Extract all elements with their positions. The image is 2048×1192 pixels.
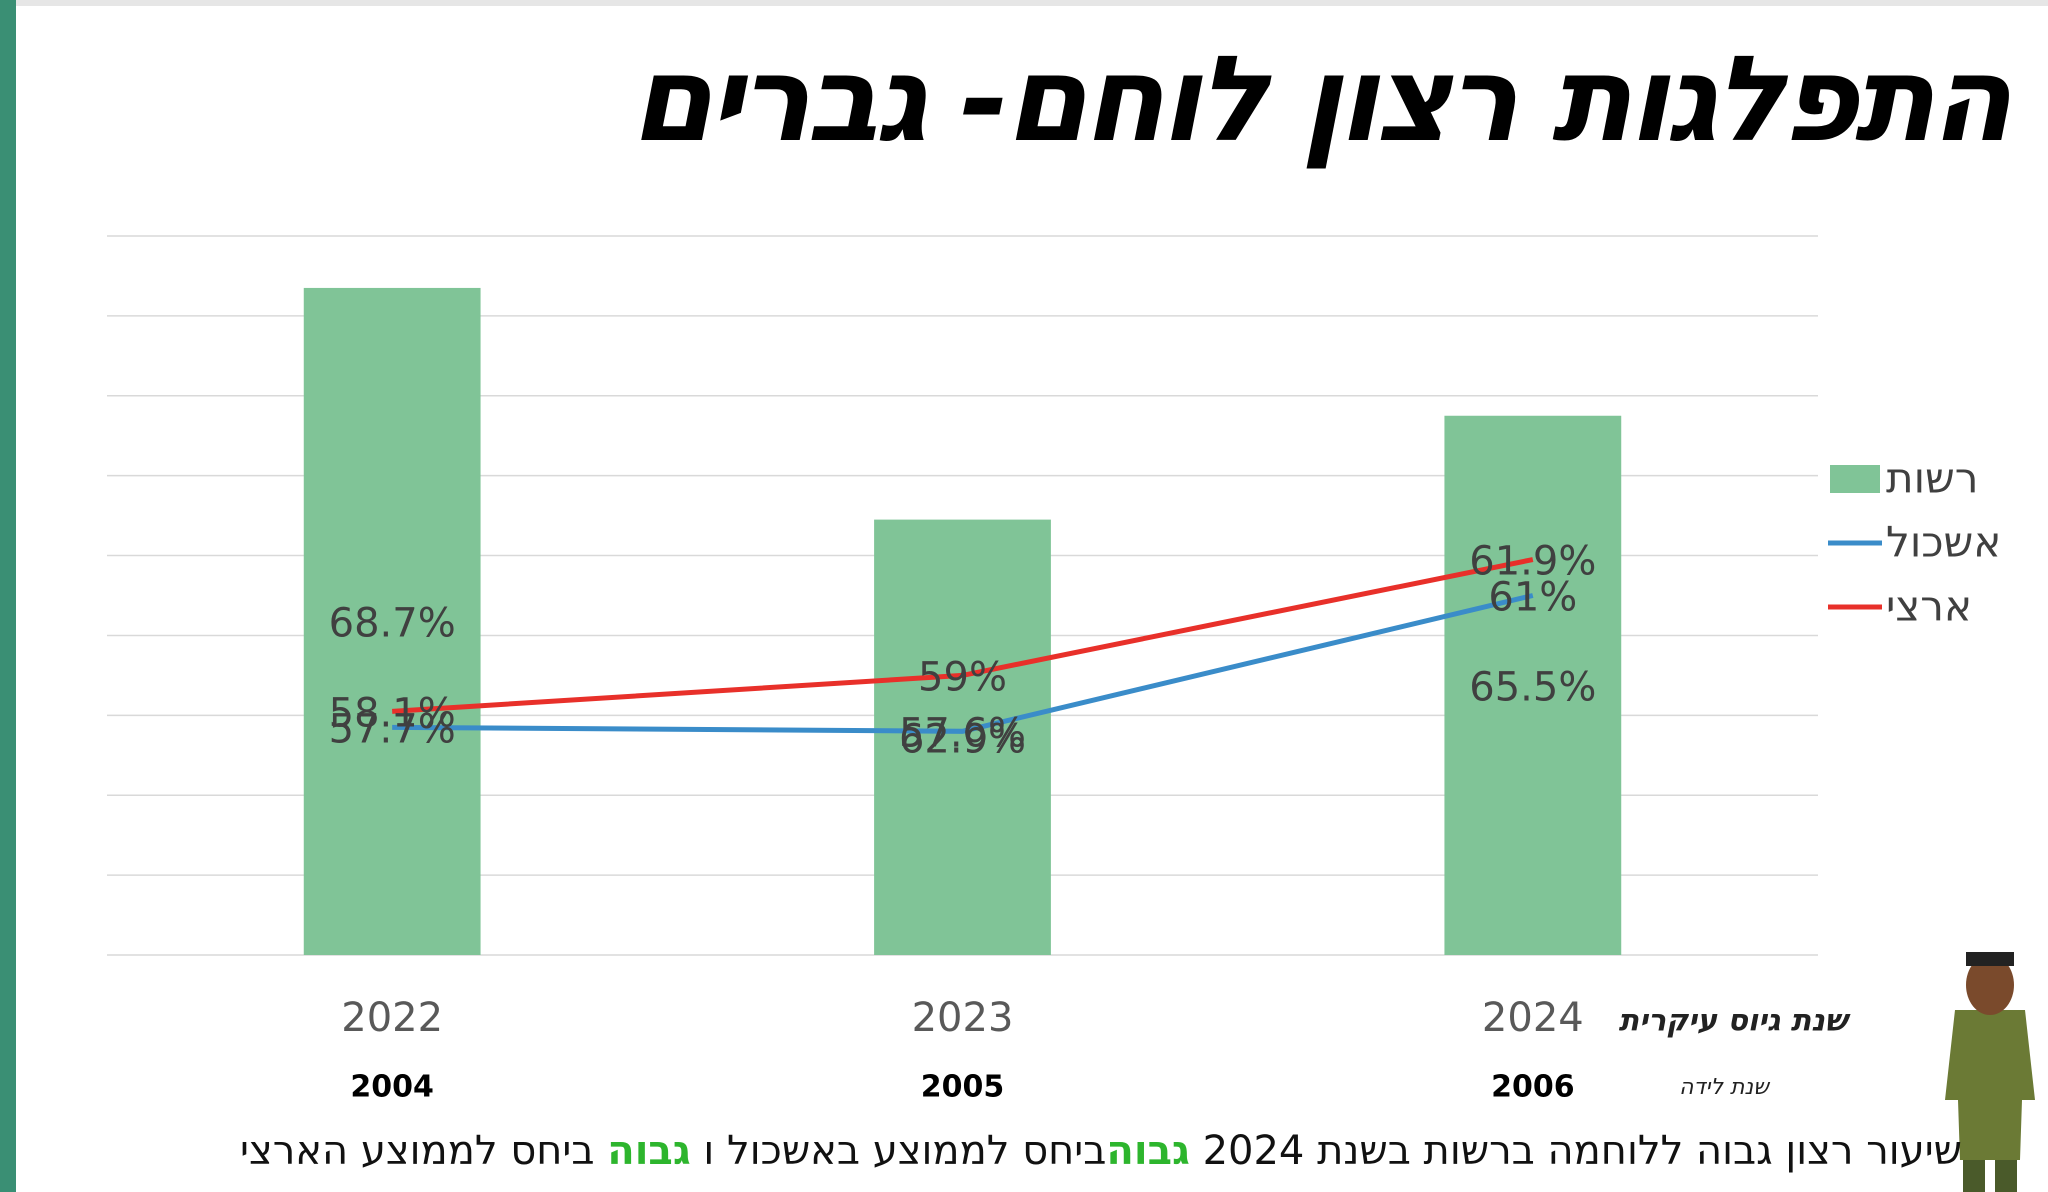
data-label: 57.6% [899,710,1026,756]
soldier [1945,952,2035,1192]
footer-highlight: גבוה [1106,1128,1190,1174]
legend-label: ארצי [1886,582,1972,631]
legend-label: אשכול [1886,518,2001,567]
top-bar [0,0,2048,6]
footer-text: שיעור רצון גבוה ללוחמה ברשות בשנת 2024 [1189,1128,1962,1174]
line [392,593,1534,734]
bar [1444,415,1622,955]
footer-note: שיעור רצון גבוה ללוחמה ברשות בשנת 2024 ג… [240,1128,1962,1174]
data-label: 62.9% [899,716,1026,762]
legend-label: רשות [1886,454,1979,503]
footer-text: ביחס לממוצע הארצי [240,1128,608,1174]
footer-text: ביחס לממוצע באשכול ו [690,1128,1107,1174]
data-label: 65.5% [1469,664,1596,710]
data-label: 57.7% [329,706,456,752]
data-label: 68.7% [329,600,456,646]
legend-swatch [1830,465,1880,493]
data-label: 59% [918,654,1007,700]
chart-title: התפלגות רצון לוחם- גברים [630,30,2012,168]
x-tick-label: 2022 [341,995,443,1041]
side-stripe [0,0,16,1192]
x-tick-label: 2023 [912,995,1014,1041]
x-secondary-label: 2004 [350,1070,434,1105]
data-label: 61.9% [1469,539,1596,585]
axis-label: שנת גיוס עיקרית [1619,1004,1851,1039]
x-tick-label: 2024 [1482,995,1584,1041]
bar [303,287,481,956]
footer-highlight: גבוה [607,1128,691,1174]
bar [874,519,1051,955]
x-secondary-label: 2005 [921,1070,1005,1105]
axis-label: שנת לידה [1679,1075,1770,1100]
data-label: 61% [1488,575,1577,621]
line [392,557,1534,714]
x-secondary-label: 2006 [1491,1070,1575,1105]
data-label: 58.1% [329,690,456,736]
